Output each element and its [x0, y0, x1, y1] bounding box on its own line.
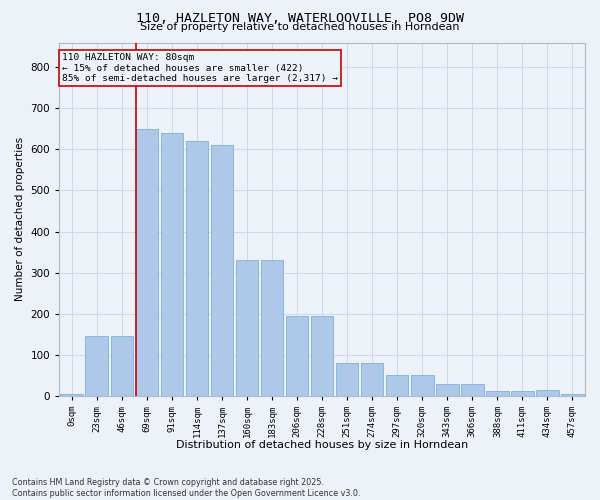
- Text: Contains HM Land Registry data © Crown copyright and database right 2025.
Contai: Contains HM Land Registry data © Crown c…: [12, 478, 361, 498]
- Bar: [486, 391, 509, 396]
- Bar: [311, 316, 334, 396]
- Bar: [436, 384, 458, 396]
- Text: 110, HAZLETON WAY, WATERLOOVILLE, PO8 9DW: 110, HAZLETON WAY, WATERLOOVILLE, PO8 9D…: [136, 12, 464, 26]
- Bar: [161, 133, 183, 396]
- Bar: [411, 376, 434, 396]
- Bar: [361, 363, 383, 396]
- Text: 110 HAZLETON WAY: 80sqm
← 15% of detached houses are smaller (422)
85% of semi-d: 110 HAZLETON WAY: 80sqm ← 15% of detache…: [62, 53, 338, 83]
- Bar: [336, 363, 358, 396]
- X-axis label: Distribution of detached houses by size in Horndean: Distribution of detached houses by size …: [176, 440, 468, 450]
- Bar: [286, 316, 308, 396]
- Bar: [261, 260, 283, 396]
- Bar: [561, 394, 584, 396]
- Bar: [136, 129, 158, 396]
- Bar: [511, 391, 533, 396]
- Bar: [211, 145, 233, 396]
- Bar: [185, 141, 208, 396]
- Y-axis label: Number of detached properties: Number of detached properties: [15, 137, 25, 302]
- Bar: [85, 336, 108, 396]
- Bar: [61, 394, 83, 396]
- Bar: [536, 390, 559, 396]
- Bar: [236, 260, 258, 396]
- Text: Size of property relative to detached houses in Horndean: Size of property relative to detached ho…: [140, 22, 460, 32]
- Bar: [461, 384, 484, 396]
- Bar: [386, 376, 409, 396]
- Bar: [110, 336, 133, 396]
